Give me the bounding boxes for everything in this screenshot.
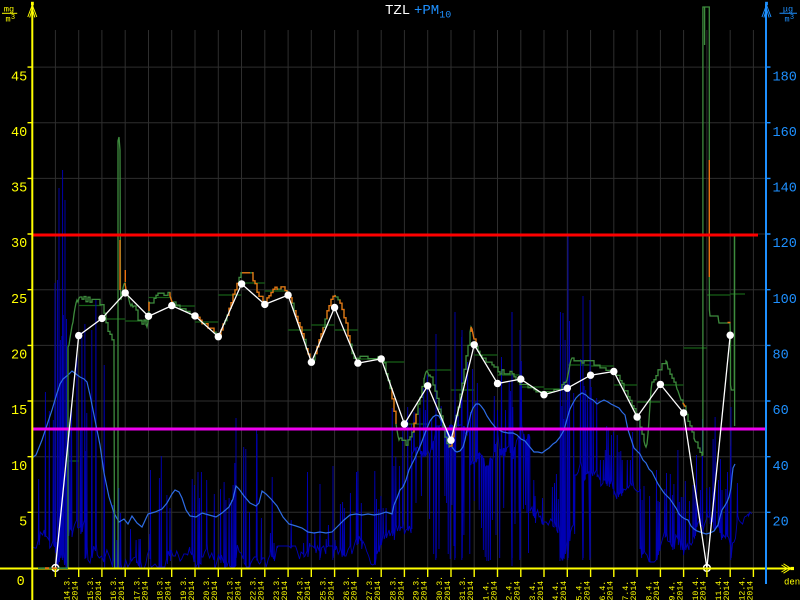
svg-text:20: 20 [773,516,789,531]
svg-text:6.4.: 6.4. [599,581,608,600]
svg-text:2014: 2014 [746,581,755,600]
svg-text:35: 35 [11,182,27,197]
svg-text:2014: 2014 [677,581,686,600]
svg-text:3.4.: 3.4. [529,581,538,600]
svg-text:25.3.: 25.3. [320,576,329,600]
svg-text:2014: 2014 [188,581,197,600]
svg-text:28.3.: 28.3. [389,576,398,600]
svg-text:2014: 2014 [607,581,616,600]
svg-text:2.4.: 2.4. [506,581,515,600]
svg-text:2014: 2014 [234,581,243,600]
svg-text:7.4.: 7.4. [622,581,631,600]
svg-text:2014: 2014 [630,581,639,600]
svg-text:2014: 2014 [467,581,476,600]
svg-text:2014: 2014 [258,581,267,600]
svg-text:17.3.: 17.3. [133,576,142,600]
svg-text:0: 0 [17,575,25,590]
svg-text:2014: 2014 [211,581,220,600]
svg-text:2014: 2014 [165,581,174,600]
svg-text:2014: 2014 [653,581,662,600]
svg-text:5: 5 [19,516,27,531]
svg-text:m: m [784,15,789,25]
svg-text:2014: 2014 [281,581,290,600]
svg-text:22.3.: 22.3. [250,576,259,600]
svg-text:40: 40 [773,460,789,475]
svg-text:mg: mg [4,4,14,14]
svg-text:3: 3 [11,14,15,22]
svg-text:2014: 2014 [700,581,709,600]
svg-text:12.4.: 12.4. [738,576,747,600]
svg-text:3: 3 [790,14,794,22]
svg-text:21.3.: 21.3. [227,576,236,600]
svg-text:9.4.: 9.4. [669,581,678,600]
svg-text:2014: 2014 [304,581,313,600]
svg-text:2014: 2014 [141,581,150,600]
svg-text:25: 25 [11,293,27,308]
svg-text:20: 20 [11,349,27,364]
svg-text:μg: μg [783,4,793,14]
svg-text:14.3.: 14.3. [64,576,73,600]
svg-text:140: 140 [773,182,797,197]
svg-text:80: 80 [773,349,789,364]
svg-text:15.3.: 15.3. [87,576,96,600]
svg-text:30: 30 [11,237,27,252]
svg-text:16.3.: 16.3. [110,576,119,600]
svg-text:2014: 2014 [723,581,732,600]
svg-text:45: 45 [11,70,27,85]
svg-text:31.3.: 31.3. [459,576,468,600]
svg-text:15: 15 [11,404,27,419]
svg-text:10.4.: 10.4. [692,576,701,600]
svg-text:2014: 2014 [514,581,523,600]
svg-text:den: den [784,578,800,588]
svg-text:1.4.: 1.4. [482,581,491,600]
svg-text:2014: 2014 [374,581,383,600]
svg-text:2014: 2014 [118,581,127,600]
svg-text:18.3.: 18.3. [157,576,166,600]
svg-text:29.3.: 29.3. [413,576,422,600]
svg-text:5.4.: 5.4. [576,581,585,600]
svg-text:11.4.: 11.4. [715,576,724,600]
svg-text:2014: 2014 [490,581,499,600]
svg-text:120: 120 [773,237,797,252]
svg-text:27.3.: 27.3. [366,576,375,600]
svg-text:2014: 2014 [397,581,406,600]
svg-text:160: 160 [773,126,797,141]
svg-text:2014: 2014 [537,581,546,600]
svg-text:2014: 2014 [560,581,569,600]
svg-text:2014: 2014 [327,581,336,600]
svg-text:4.4.: 4.4. [552,581,561,600]
svg-text:26.3.: 26.3. [343,576,352,600]
svg-text:180: 180 [773,70,797,85]
svg-text:2014: 2014 [444,581,453,600]
svg-text:8.4.: 8.4. [645,581,654,600]
svg-text:2014: 2014 [583,581,592,600]
svg-text:40: 40 [11,126,27,141]
svg-text:2014: 2014 [72,581,81,600]
svg-text:2014: 2014 [421,581,430,600]
svg-text:24.3.: 24.3. [296,576,305,600]
svg-text:19.3.: 19.3. [180,576,189,600]
svg-text:60: 60 [773,404,789,419]
svg-text:m: m [5,15,10,25]
svg-text:2014: 2014 [351,581,360,600]
svg-text:10: 10 [11,460,27,475]
svg-text:30.3.: 30.3. [436,576,445,600]
svg-text:100: 100 [773,293,797,308]
svg-text:TZL: TZL [385,3,410,19]
svg-text:20.3.: 20.3. [203,576,212,600]
svg-text:23.3.: 23.3. [273,576,282,600]
svg-text:2014: 2014 [95,581,104,600]
